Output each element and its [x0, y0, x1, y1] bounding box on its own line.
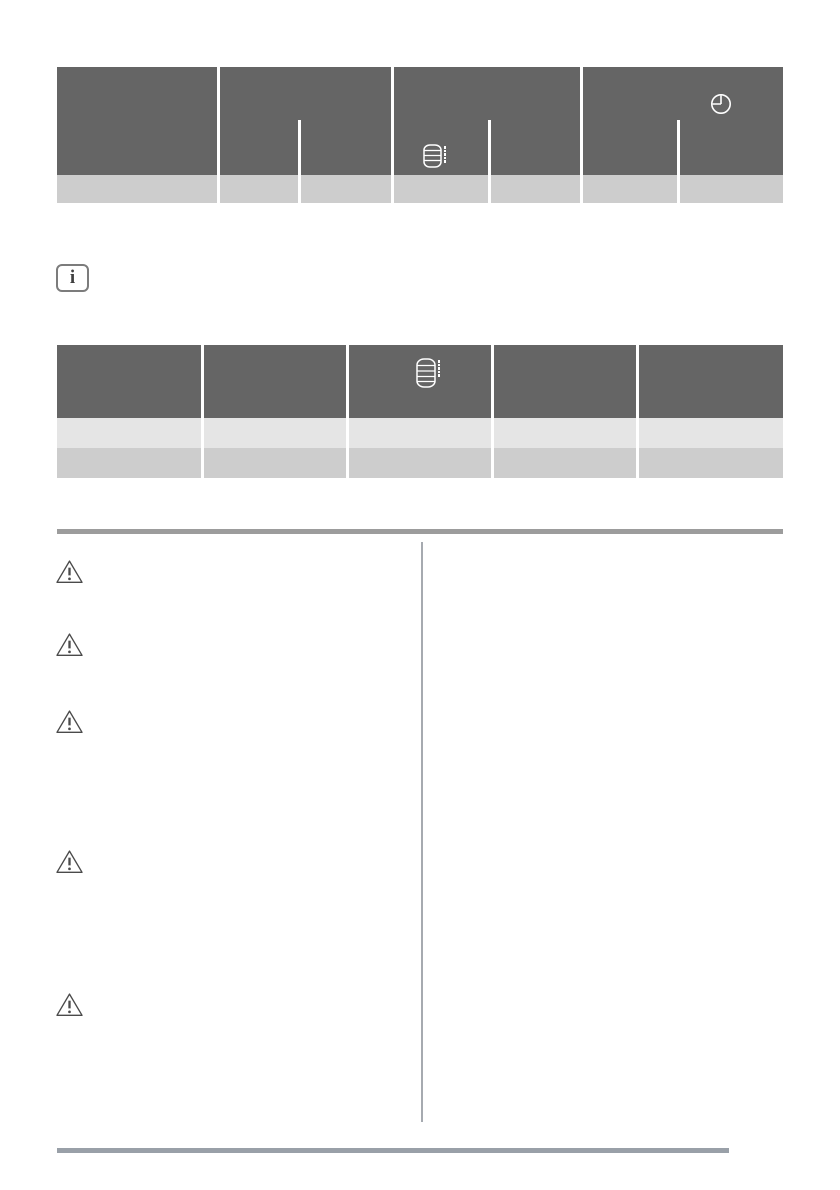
info-icon: i: [56, 264, 89, 292]
column-rule: [421, 542, 423, 1122]
warning-triangle-icon: [55, 992, 84, 1018]
section-divider-bar: [57, 529, 783, 534]
middle-table-row-1: [57, 418, 783, 448]
column-divider: [636, 345, 639, 478]
middle-table-row-2: [57, 448, 783, 478]
top-table: [57, 67, 783, 203]
subcolumn-divider: [488, 120, 491, 203]
spin-speed-ticks: [444, 146, 446, 163]
middle-table: [57, 345, 783, 478]
top-table-row: [57, 175, 783, 203]
spin-speed-ticks: [438, 360, 440, 377]
column-divider: [491, 345, 494, 478]
top-table-header: [57, 67, 783, 175]
clock-icon: [710, 93, 732, 115]
warning-triangle-icon: [55, 849, 84, 875]
column-divider: [346, 345, 349, 478]
column-divider: [217, 67, 220, 203]
subcolumn-divider: [677, 120, 680, 203]
footer-bar: [57, 1148, 729, 1153]
warning-triangle-icon: [55, 709, 84, 735]
warning-triangle-icon: [55, 632, 84, 658]
column-divider: [201, 345, 204, 478]
column-divider: [580, 67, 583, 203]
subcolumn-divider: [298, 120, 301, 203]
column-divider: [391, 67, 394, 203]
warning-triangle-icon: [55, 559, 84, 585]
spin-drum-icon: [423, 144, 446, 168]
spin-drum-icon: [416, 358, 440, 388]
info-icon-glyph: i: [69, 266, 76, 288]
